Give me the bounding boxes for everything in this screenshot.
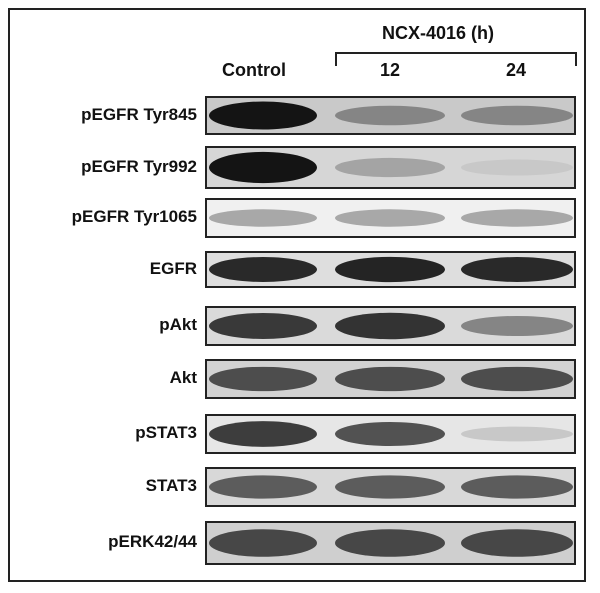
column-label-24h: 24 xyxy=(506,60,527,80)
band-stat3-lane-2 xyxy=(335,475,445,499)
band-egfr-lane-3 xyxy=(461,257,573,282)
band-akt-lane-1 xyxy=(209,366,317,392)
blot-panel-tyr1065 xyxy=(205,198,576,238)
blot-panel-stat3 xyxy=(205,467,576,507)
band-akt-lane-2 xyxy=(335,366,445,392)
treatment-label: NCX-4016 (h) xyxy=(382,23,495,43)
band-tyr1065-lane-2 xyxy=(335,209,445,227)
band-tyr1065-lane-3 xyxy=(461,209,573,227)
band-pakt-lane-2 xyxy=(335,312,445,340)
column-label-12h: 12 xyxy=(380,60,401,80)
band-tyr992-lane-2 xyxy=(335,157,445,178)
band-tyr845-lane-3 xyxy=(461,105,573,126)
band-pstat3-lane-2 xyxy=(335,421,445,447)
row-label-akt: Akt xyxy=(169,368,197,387)
band-pstat3-lane-1 xyxy=(209,421,317,447)
row-label-stat3: STAT3 xyxy=(145,476,197,495)
row-label-tyr845: pEGFR Tyr845 xyxy=(81,104,197,124)
band-stat3-lane-1 xyxy=(209,475,317,499)
column-label-control: Control xyxy=(222,60,286,80)
blot-panel-perk xyxy=(205,521,576,565)
band-stat3-lane-3 xyxy=(461,475,573,499)
row-label-pstat3: pSTAT3 xyxy=(135,423,197,442)
row-label-perk: pERK42/44 xyxy=(108,532,197,551)
band-pstat3-lane-3 xyxy=(461,426,573,442)
band-perk-lane-2 xyxy=(335,529,445,557)
blot-panel-tyr992 xyxy=(205,146,576,189)
band-pakt-lane-1 xyxy=(209,313,317,339)
band-pakt-lane-3 xyxy=(461,315,573,337)
band-perk-lane-1 xyxy=(209,529,317,557)
blot-panel-tyr845 xyxy=(205,96,576,135)
row-label-tyr1065: pEGFR Tyr1065 xyxy=(71,207,197,226)
blot-panel-egfr xyxy=(205,251,576,288)
band-perk-lane-3 xyxy=(461,529,573,557)
row-label-egfr: EGFR xyxy=(149,258,197,278)
band-tyr992-lane-3 xyxy=(461,159,573,176)
band-tyr992-lane-1 xyxy=(209,151,317,184)
band-akt-lane-3 xyxy=(461,366,573,392)
band-tyr845-lane-1 xyxy=(209,101,317,130)
row-label-pakt: pAkt xyxy=(159,315,197,334)
band-egfr-lane-2 xyxy=(335,256,445,283)
blot-panel-akt xyxy=(205,359,576,399)
band-tyr1065-lane-1 xyxy=(209,209,317,227)
band-egfr-lane-1 xyxy=(209,257,317,282)
blot-panel-pstat3 xyxy=(205,414,576,454)
band-tyr845-lane-2 xyxy=(335,105,445,126)
blot-panel-pakt xyxy=(205,306,576,346)
treatment-bracket xyxy=(335,52,577,66)
row-label-tyr992: pEGFR Tyr992 xyxy=(81,156,197,176)
